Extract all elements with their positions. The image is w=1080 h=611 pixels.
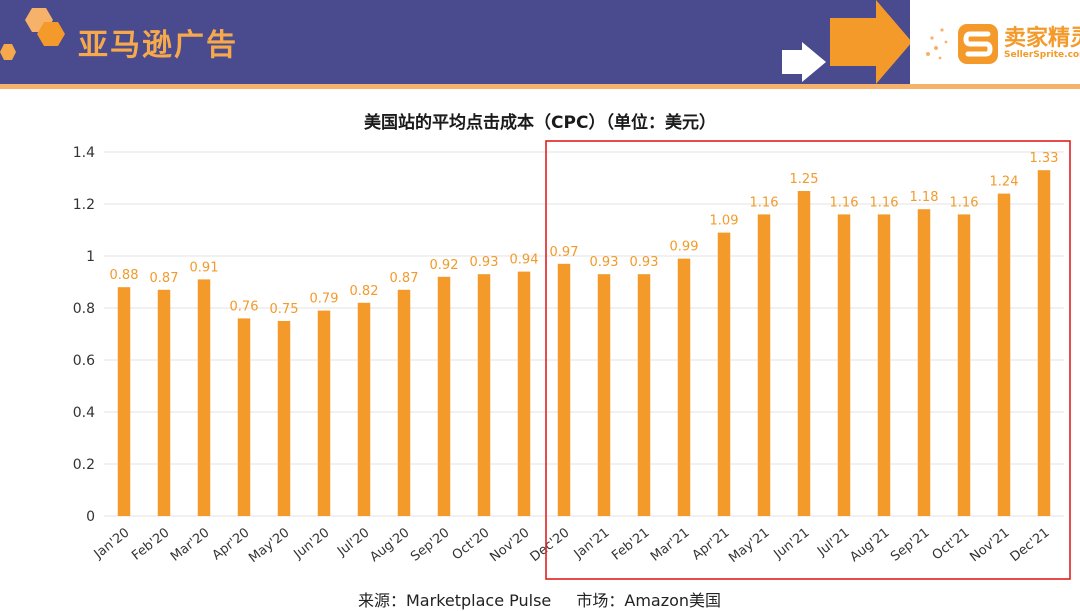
brand-name: 卖家精灵 xyxy=(1004,26,1080,51)
data-label: 0.75 xyxy=(270,302,299,317)
x-tick-label: Aug'20 xyxy=(367,525,412,565)
bar xyxy=(957,214,971,516)
bar xyxy=(1037,170,1051,516)
bar xyxy=(597,274,611,516)
bar xyxy=(357,302,371,516)
x-tick-label: Mar'21 xyxy=(648,525,692,564)
data-label: 0.79 xyxy=(310,292,339,307)
bar xyxy=(677,258,691,516)
data-label: 0.92 xyxy=(430,258,459,273)
x-tick-label: Jul'21 xyxy=(814,525,852,559)
highlight-box xyxy=(545,140,1071,580)
y-tick-label: 0.6 xyxy=(73,353,95,369)
bar xyxy=(317,310,331,516)
x-tick-label: Oct'21 xyxy=(930,525,973,563)
y-tick-label: 1.4 xyxy=(73,145,95,161)
data-label: 0.93 xyxy=(590,255,619,270)
bar xyxy=(237,318,251,516)
x-tick-label: Oct'20 xyxy=(450,525,493,563)
bar xyxy=(877,214,891,516)
x-tick-label: Jun'20 xyxy=(291,525,333,562)
y-tick-label: 0.4 xyxy=(73,405,95,421)
data-label: 0.87 xyxy=(390,271,419,286)
chart-title: 美国站的平均点击成本（CPC）（单位：美元） xyxy=(364,113,716,133)
bar xyxy=(997,193,1011,516)
bar xyxy=(717,232,731,516)
data-label: 1.16 xyxy=(950,195,979,210)
bar xyxy=(157,289,171,516)
x-tick-label: Nov'20 xyxy=(487,525,532,565)
y-tick-label: 1 xyxy=(86,249,95,265)
x-tick-label: Apr'21 xyxy=(690,525,733,563)
bar xyxy=(477,274,491,516)
data-label: 1.25 xyxy=(790,172,819,187)
bar xyxy=(917,209,931,516)
data-label: 1.33 xyxy=(1030,151,1059,166)
bar xyxy=(557,263,571,516)
data-label: 0.82 xyxy=(350,284,379,299)
data-label: 1.24 xyxy=(990,175,1019,190)
data-label: 0.88 xyxy=(110,268,139,283)
data-label: 0.87 xyxy=(150,271,179,286)
brand-url: SellerSprite.com xyxy=(1004,50,1080,60)
y-tick-label: 0.2 xyxy=(73,457,95,473)
x-tick-label: Jul'20 xyxy=(334,525,372,559)
x-tick-label: Sep'21 xyxy=(888,525,932,564)
data-label: 1.09 xyxy=(710,214,739,229)
x-tick-label: Jan'20 xyxy=(91,525,133,562)
header-underline xyxy=(0,84,1080,89)
market-label: 市场：Amazon美国 xyxy=(576,591,722,610)
x-tick-label: Dec'20 xyxy=(528,525,573,565)
page-title: 亚马逊广告 xyxy=(78,28,238,63)
bar xyxy=(757,214,771,516)
bar xyxy=(277,321,291,516)
source-footer: 来源：Marketplace Pulse 市场：Amazon美国 xyxy=(358,587,721,611)
data-label: 0.97 xyxy=(550,245,579,260)
sellersprite-logo-icon xyxy=(926,24,998,64)
x-tick-label: Aug'21 xyxy=(847,525,892,565)
y-tick-label: 0.8 xyxy=(73,301,95,317)
bar xyxy=(117,287,131,516)
x-tick-label: Jan'21 xyxy=(571,525,613,562)
data-label: 0.91 xyxy=(190,260,219,275)
data-label: 0.76 xyxy=(230,299,259,314)
data-label: 0.94 xyxy=(510,253,539,268)
bar xyxy=(197,279,211,516)
x-tick-label: Dec'21 xyxy=(1008,525,1053,565)
x-tick-label: Apr'20 xyxy=(210,525,253,563)
bar xyxy=(397,289,411,516)
arrow-icon xyxy=(782,0,912,84)
x-tick-label: Feb'20 xyxy=(129,525,172,563)
bar xyxy=(797,191,811,516)
bar xyxy=(437,276,451,516)
x-tick-label: May'21 xyxy=(726,525,772,566)
x-tick-label: Mar'20 xyxy=(168,525,212,564)
data-label: 0.93 xyxy=(470,255,499,270)
bar xyxy=(637,274,651,516)
hexagon-logo-icon xyxy=(0,8,65,60)
x-tick-label: Sep'20 xyxy=(408,525,452,564)
x-tick-label: Jun'21 xyxy=(771,525,813,562)
data-label: 0.99 xyxy=(670,240,699,255)
data-label: 1.18 xyxy=(910,190,939,205)
data-label: 0.93 xyxy=(630,255,659,270)
data-label: 1.16 xyxy=(750,195,779,210)
data-label: 1.16 xyxy=(830,195,859,210)
source-label: 来源：Marketplace Pulse xyxy=(358,591,552,610)
bar xyxy=(517,271,531,516)
y-tick-label: 1.2 xyxy=(73,197,95,213)
bar xyxy=(837,214,851,516)
y-tick-label: 0 xyxy=(86,509,95,525)
x-tick-label: Nov'21 xyxy=(967,525,1012,565)
x-tick-label: May'20 xyxy=(246,525,292,566)
data-label: 1.16 xyxy=(870,195,899,210)
x-tick-label: Feb'21 xyxy=(609,525,652,563)
